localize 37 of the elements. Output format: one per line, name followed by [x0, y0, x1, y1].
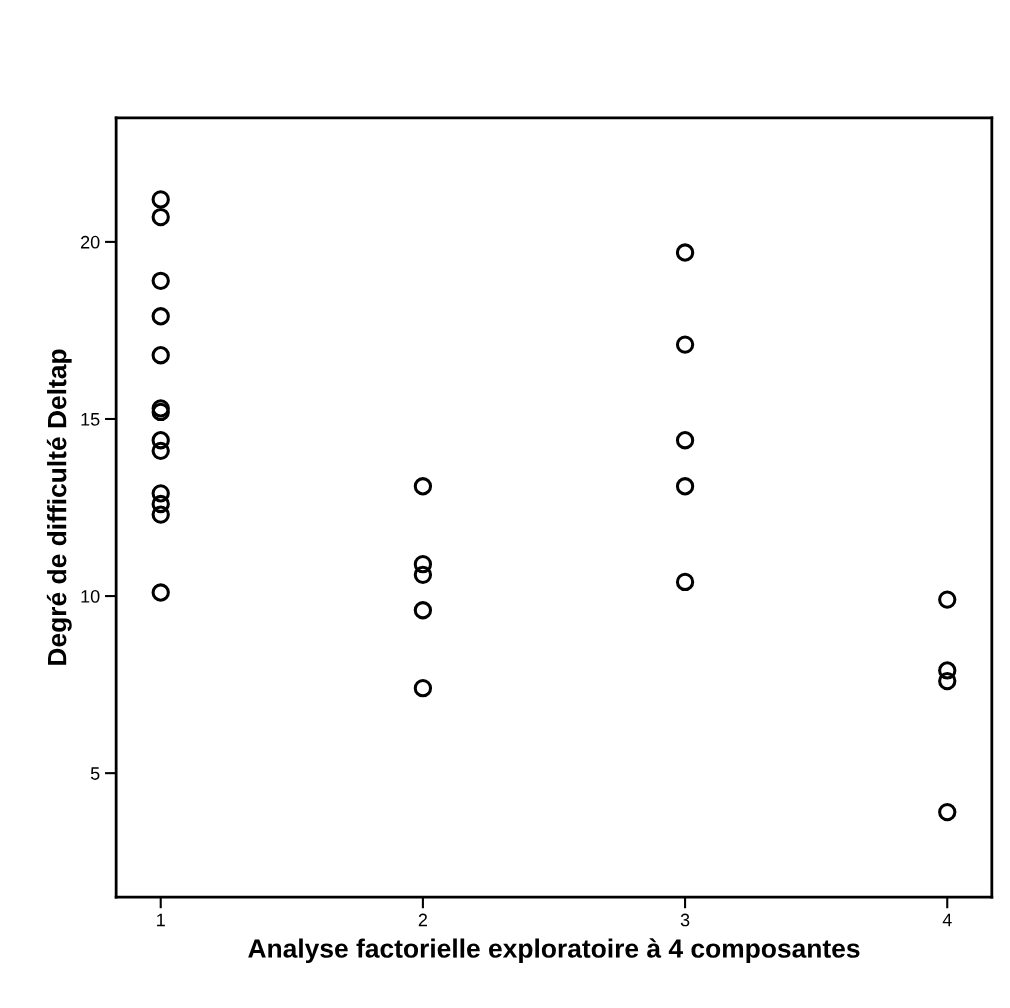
- point: [151, 271, 170, 291]
- point: [151, 346, 170, 365]
- point: [938, 661, 957, 680]
- point: [151, 402, 170, 422]
- y-tick-label: 10: [81, 590, 100, 603]
- point: [675, 572, 695, 592]
- point: [151, 190, 170, 209]
- point: [413, 601, 433, 620]
- point: [413, 477, 433, 496]
- point: [675, 243, 695, 262]
- x-tick-label: 3: [680, 913, 690, 927]
- point: [938, 671, 957, 691]
- point: [938, 802, 957, 822]
- point: [675, 431, 695, 450]
- point: [413, 555, 433, 574]
- y-tick-label: 15: [81, 413, 100, 426]
- point: [413, 565, 433, 584]
- point: [151, 505, 170, 524]
- point: [151, 494, 170, 514]
- x-tick-label: 4: [942, 913, 952, 927]
- y-tick-label: 20: [81, 235, 100, 249]
- point: [151, 431, 170, 450]
- point: [938, 590, 957, 609]
- point: [675, 335, 695, 354]
- point: [675, 477, 695, 496]
- y-tick-label: 5: [90, 767, 100, 780]
- point: [151, 583, 170, 602]
- point: [151, 399, 170, 418]
- point: [151, 207, 170, 227]
- x-tick-label: 2: [418, 913, 428, 927]
- point: [151, 441, 170, 461]
- point: [151, 307, 170, 326]
- point: [413, 678, 433, 698]
- point: [151, 484, 170, 503]
- y-axis-title: Degré de difficulté Deltap: [46, 349, 72, 665]
- x-tick-label: 1: [157, 913, 165, 927]
- x-axis-title: Analyse factorielle exploratoire à 4 composantes: [248, 938, 860, 964]
